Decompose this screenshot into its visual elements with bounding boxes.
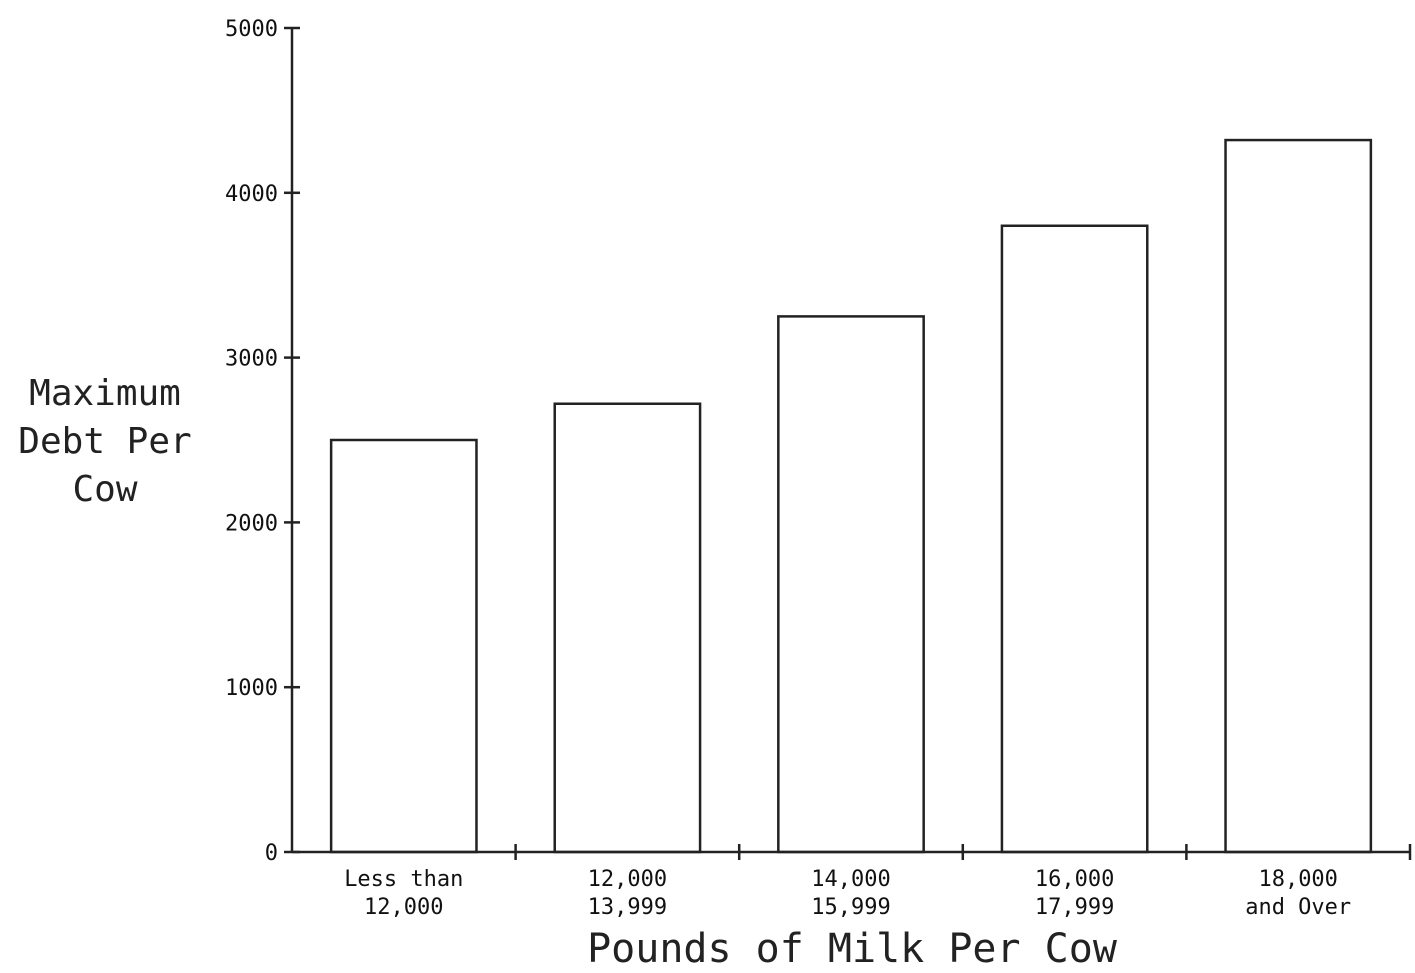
y-tick-label: 5000 bbox=[225, 17, 278, 42]
y-axis-label-line: Maximum bbox=[29, 373, 181, 414]
x-tick-label: Less than bbox=[344, 867, 463, 892]
x-tick-label: 14,000 bbox=[811, 867, 890, 892]
y-tick-label: 3000 bbox=[225, 347, 278, 372]
y-axis-label: Maximum Debt Per Cow bbox=[18, 373, 191, 510]
y-tick-label: 4000 bbox=[225, 182, 278, 207]
x-axis-label: Pounds of Milk Per Cow bbox=[587, 926, 1118, 972]
x-tick-label: 16,000 bbox=[1035, 867, 1114, 892]
bar bbox=[553, 402, 702, 854]
x-tick-label: 18,000 bbox=[1258, 867, 1337, 892]
y-tick-label: 2000 bbox=[225, 511, 278, 536]
y-axis-label-line: Debt Per bbox=[18, 421, 191, 462]
y-axis-label-line: Cow bbox=[72, 469, 137, 510]
x-tick-label: 12,000 bbox=[588, 867, 667, 892]
y-tick-label: 1000 bbox=[225, 676, 278, 701]
x-tick-label: 12,000 bbox=[364, 895, 443, 920]
x-tick-label: 15,999 bbox=[811, 895, 890, 920]
x-tick-label: and Over bbox=[1245, 895, 1351, 920]
x-tick-label: 17,999 bbox=[1035, 895, 1114, 920]
y-axis-ticks: 0 1000 2000 3000 4000 5000 bbox=[225, 17, 300, 866]
bar bbox=[777, 315, 925, 854]
bars bbox=[329, 138, 1373, 854]
bar bbox=[1224, 138, 1373, 854]
bar bbox=[1000, 224, 1149, 854]
x-category-labels: Less than 12,000 12,000 13,999 14,000 15,999 1… bbox=[344, 867, 1351, 920]
y-tick-label: 0 bbox=[265, 841, 278, 866]
bar bbox=[329, 438, 478, 854]
x-tick-label: 13,999 bbox=[588, 895, 667, 920]
